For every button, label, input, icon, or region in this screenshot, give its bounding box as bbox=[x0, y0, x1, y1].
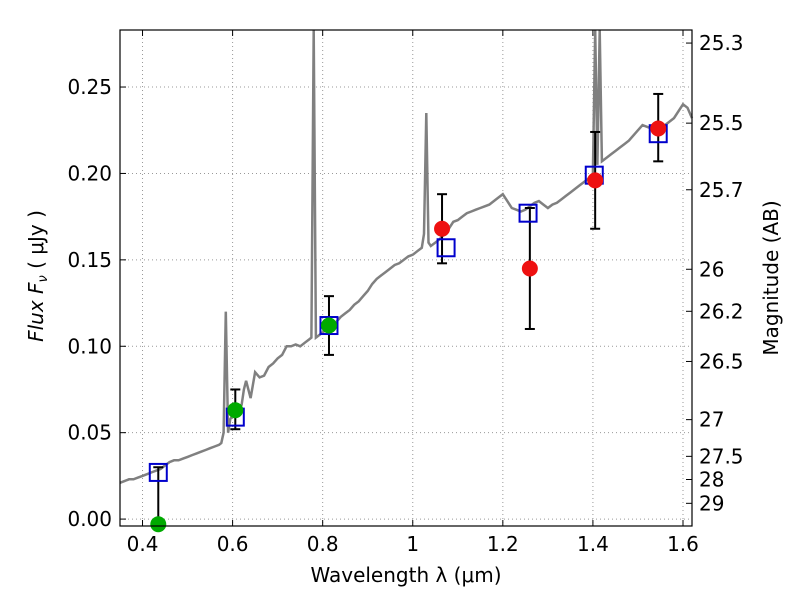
magnitude-tick-label: 26.2 bbox=[699, 299, 744, 323]
model-box-marker bbox=[518, 203, 538, 223]
observed-point-nir bbox=[650, 120, 667, 137]
y-axis-label-subscript: ν bbox=[36, 275, 51, 282]
model-box-marker bbox=[148, 462, 168, 482]
observed-point-nir bbox=[434, 220, 451, 237]
spectrum-line bbox=[119, 29, 694, 484]
y-tick-label: 0.10 bbox=[67, 334, 112, 358]
x-axis-label: Wavelength λ (μm) bbox=[310, 563, 501, 587]
spectrum-layer bbox=[119, 29, 694, 484]
observed-point-optical bbox=[150, 516, 167, 533]
magnitude-tick-label: 25.7 bbox=[699, 178, 744, 202]
model-box-marker bbox=[436, 238, 456, 258]
x-tick-label: 1.6 bbox=[667, 532, 699, 556]
magnitude-tick-label: 29 bbox=[699, 491, 724, 515]
magnitude-tick-label: 27 bbox=[699, 408, 724, 432]
magnitude-tick-label: 27.5 bbox=[699, 444, 744, 468]
observed-point-optical bbox=[320, 317, 337, 334]
x-tick-label: 0.8 bbox=[307, 532, 339, 556]
magnitude-axis-label: Magnitude (AB) bbox=[759, 200, 783, 355]
y-axis-label-unit: ( μJy ) bbox=[24, 210, 48, 275]
x-axis-ticks: 0.4 0.6 0.8 1 1.2 1.4 1.6 bbox=[127, 30, 699, 556]
x-tick-label: 0.4 bbox=[127, 532, 159, 556]
observed-point-optical bbox=[227, 402, 244, 419]
x-tick-label: 0.6 bbox=[217, 532, 249, 556]
grid bbox=[120, 30, 692, 526]
x-tick-label: 1.2 bbox=[487, 532, 519, 556]
x-tick-label: 1 bbox=[406, 532, 419, 556]
model-box-marker bbox=[319, 316, 339, 336]
y-tick-label: 0.00 bbox=[67, 507, 112, 531]
x-tick-label: 1.4 bbox=[577, 532, 609, 556]
plot-frame bbox=[119, 29, 693, 527]
y-axis-label: Flux Fν ( μJy ) bbox=[24, 210, 51, 342]
y-tick-label: 0.15 bbox=[67, 248, 112, 272]
observed-point-layer bbox=[150, 120, 667, 533]
observed-point-nir bbox=[521, 260, 538, 277]
magnitude-tick-label: 25.3 bbox=[699, 31, 744, 55]
y-axis-ticks: 0.00 0.05 0.10 0.15 0.20 0.25 bbox=[67, 75, 126, 531]
y-tick-label: 0.25 bbox=[67, 75, 112, 99]
magnitude-tick-label: 28 bbox=[699, 467, 724, 491]
y-tick-label: 0.20 bbox=[67, 161, 112, 185]
errorbar-layer bbox=[153, 92, 664, 527]
y-axis-label-main: Flux F bbox=[24, 282, 48, 342]
magnitude-tick-label: 26.5 bbox=[699, 349, 744, 373]
model-box-layer bbox=[148, 124, 668, 482]
magnitude-tick-label: 26 bbox=[699, 257, 724, 281]
magnitude-tick-label: 25.5 bbox=[699, 111, 744, 135]
observed-point-nir bbox=[587, 172, 604, 189]
y-tick-label: 0.05 bbox=[67, 421, 112, 445]
